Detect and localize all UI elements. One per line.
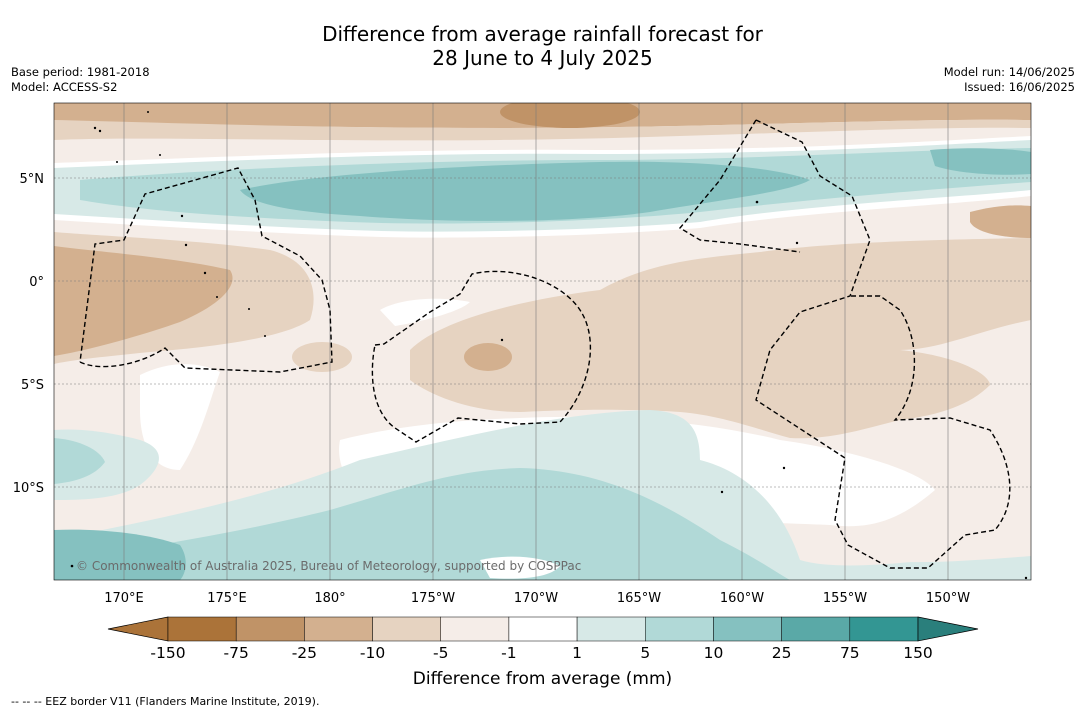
colorbar-tick-label: -5 [432, 644, 449, 662]
meta-right: Model run: 14/06/2025 Issued: 16/06/2025 [944, 65, 1075, 95]
colorbar-tick-label: -1 [501, 644, 517, 662]
colorbar-extension-high [917, 616, 979, 642]
colorbar-tick-label: 1 [572, 644, 583, 662]
white-pocket-4 [480, 556, 560, 579]
sw-wet-medium [54, 438, 105, 484]
colorbar-tick-label: -150 [150, 644, 186, 662]
lat-tick-label: 5°N [20, 172, 45, 187]
lon-tick-label: 150°W [926, 591, 970, 606]
south-wet-medium [54, 468, 790, 580]
colorbar-segment [235, 616, 305, 642]
lon-tick-labels: 170°E 175°E 180° 175°W 170°W 165°W 160°W… [104, 591, 970, 606]
west-dry-core [54, 246, 233, 356]
colorbar-extension-low [107, 616, 169, 642]
north-dry-core [500, 103, 640, 128]
central-dry-core [464, 343, 512, 371]
white-pocket-1 [380, 298, 470, 326]
colorbar-tick-label: -75 [223, 644, 249, 662]
lat-tick-label: 0° [29, 275, 44, 290]
colorbar-title: Difference from average (mm) [412, 669, 673, 689]
colorbar [107, 616, 979, 642]
lon-tick-label: 175°W [411, 591, 455, 606]
colorbar-segment [508, 616, 578, 642]
colorbar-tick-label: 25 [771, 644, 792, 662]
lon-tick-label: 165°W [617, 591, 661, 606]
colorbar-segment [167, 616, 237, 642]
north-dry-edge [54, 119, 1031, 141]
colorbar-segment [713, 616, 782, 642]
colorbar-segment [372, 616, 441, 642]
colorbar-segment [849, 616, 919, 642]
eez-legend-note: -- -- -- EEZ border V11 (Flanders Marine… [11, 695, 320, 708]
colorbar-tick-label: 75 [839, 644, 860, 662]
lat-tick-label: 10°S [13, 481, 44, 496]
lon-tick-label: 180° [314, 591, 345, 606]
model-run-text: Model run: 14/06/2025 [943, 65, 1075, 79]
model-text: Model: ACCESS-S2 [11, 80, 118, 94]
colorbar-tick-label: 10 [703, 644, 724, 662]
meta-left: Base period: 1981-2018 Model: ACCESS-S2 [11, 65, 150, 95]
lon-tick-label: 160°W [720, 591, 764, 606]
lon-tick-label: 175°E [207, 591, 247, 606]
lon-tick-label: 155°W [823, 591, 867, 606]
colorbar-segment [440, 616, 510, 642]
base-period-text: Base period: 1981-2018 [11, 65, 150, 79]
colorbar-tick-label: 150 [903, 644, 933, 662]
map-frame [53, 102, 1032, 581]
map-title-line1: Difference from average rainfall forecas… [322, 22, 763, 46]
wet-band-core [240, 161, 810, 221]
colorbar-tick-label: -25 [291, 644, 318, 662]
lon-tick-label: 170°W [514, 591, 558, 606]
central-dry-region [410, 238, 1031, 439]
eez-borders [79, 119, 1011, 569]
small-dry-patch [292, 342, 352, 372]
island-markers [70, 111, 1028, 580]
ne-dry-patch [970, 205, 1031, 238]
colorbar-segment [645, 616, 714, 642]
copyright-text: © Commonwealth of Australia 2025, Bureau… [76, 559, 581, 573]
colorbar-segment [576, 616, 646, 642]
south-wet-core [54, 529, 186, 580]
map-title-line2: 28 June to 4 July 2025 [432, 46, 653, 70]
colorbar-segment [781, 616, 851, 642]
colorbar-tick-label: -10 [359, 644, 386, 662]
lon-tick-label: 170°E [104, 591, 144, 606]
se-dry-light [840, 520, 1031, 563]
lat-tick-labels: 5°N 0° 5°S 10°S [13, 172, 44, 496]
colorbar-segment [304, 616, 373, 642]
issued-text: Issued: 16/06/2025 [964, 80, 1075, 94]
white-pocket-2 [140, 364, 220, 470]
rainfall-field [54, 103, 1031, 580]
colorbar-tick-label: 5 [640, 644, 651, 662]
wet-band-east-core [930, 148, 1031, 175]
lat-tick-label: 5°S [21, 378, 44, 393]
